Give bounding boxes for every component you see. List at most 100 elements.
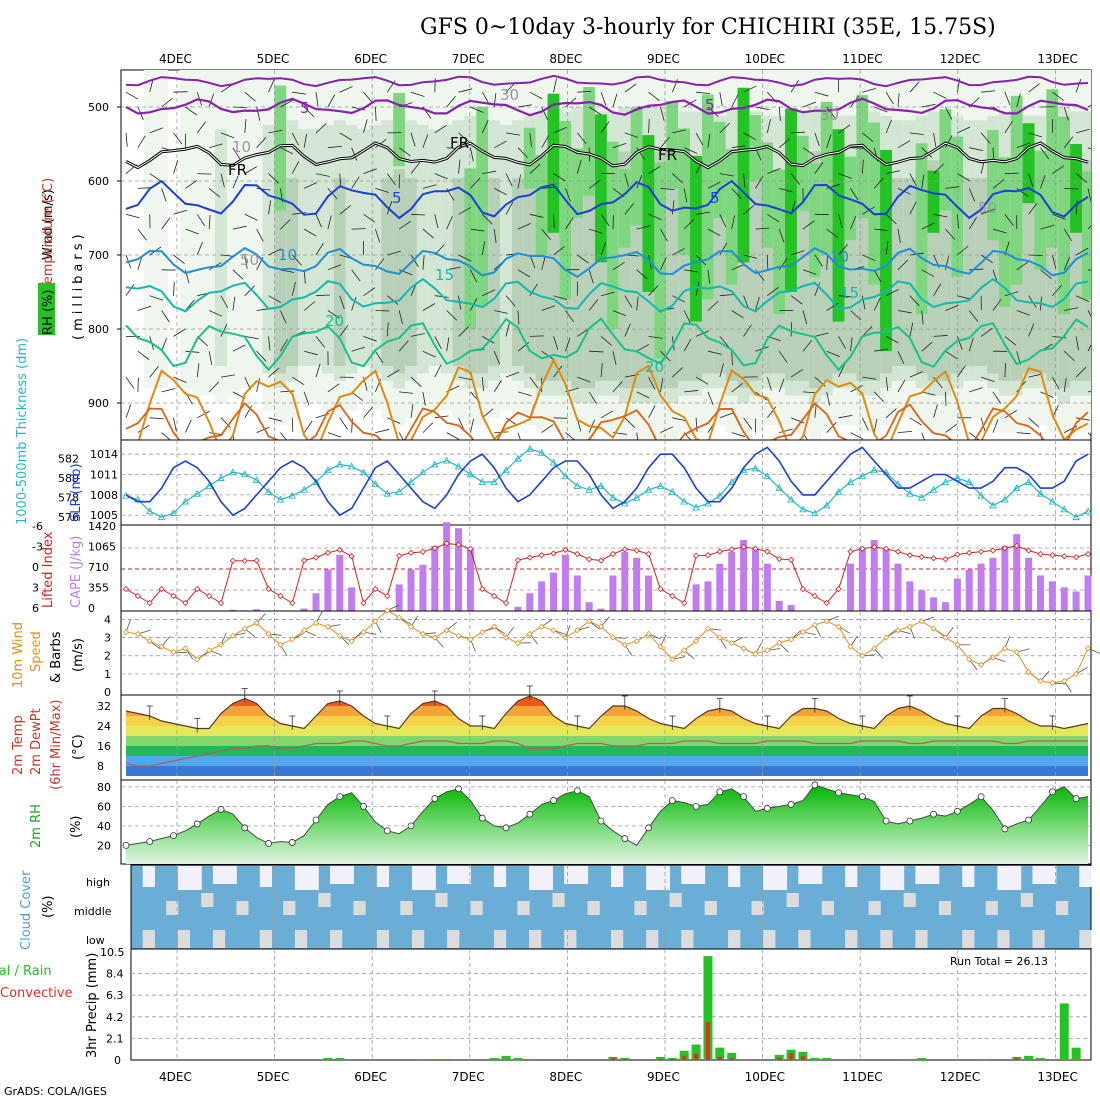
- upper-wind-barb: [208, 188, 221, 198]
- upper-wind-barb: [375, 188, 389, 193]
- upper-wind-barb: [375, 258, 385, 271]
- thickness-point: [312, 478, 320, 485]
- lifted-index-point: [657, 585, 664, 593]
- precip-conv-bar: [610, 1057, 615, 1060]
- cloud-mid-cell: [634, 901, 647, 915]
- upper-wind-barb: [838, 295, 853, 298]
- wind10-point: [550, 627, 557, 634]
- upper-wind-barb: [196, 214, 206, 227]
- upper-wind-barb: [411, 213, 426, 216]
- rh2m-point: [882, 817, 890, 825]
- upper-wind-barb: [636, 147, 645, 160]
- lifted-index-point: [289, 599, 296, 607]
- lifted-index-point: [811, 592, 818, 600]
- cloud-high-cell: [681, 866, 694, 884]
- wind10-point: [930, 625, 937, 632]
- rh2m-point: [930, 810, 938, 818]
- pressure-axis-label-group: (millibars): [71, 230, 86, 340]
- upper-wind-barb: [612, 310, 627, 317]
- lifted-index-point: [788, 556, 795, 563]
- upper-wind-barb: [387, 417, 401, 424]
- upper-wind-barb: [909, 132, 924, 136]
- upper-wind-barb: [885, 119, 892, 134]
- wind10-point: [360, 629, 367, 636]
- cloud-high-cell: [423, 866, 436, 890]
- contour-label: 5: [392, 189, 402, 207]
- upper-wind-barb: [1075, 173, 1088, 183]
- upper-wind-barb: [969, 268, 984, 271]
- upper-wind-barb: [149, 127, 163, 134]
- cape-bar: [941, 602, 949, 611]
- upper-wind-barb: [161, 432, 171, 440]
- upper-wind-barb: [766, 376, 772, 391]
- upper-wind-barb: [696, 211, 710, 215]
- wind10-point: [894, 627, 902, 634]
- cloud-high-cell: [1044, 866, 1057, 884]
- wind10-point: [206, 647, 213, 654]
- lifted-index-point: [942, 556, 949, 563]
- upper-wind-barb: [256, 228, 264, 242]
- rh-cell: [298, 129, 311, 366]
- upper-wind-barb: [327, 94, 336, 108]
- upper-wind-barb: [375, 429, 390, 433]
- upper-wind-barb: [814, 162, 824, 174]
- wind10-point: [301, 627, 308, 634]
- lifted-index-point: [716, 548, 723, 555]
- cloud-mid-cell: [868, 901, 881, 915]
- cloud-mid-cell: [938, 901, 952, 915]
- cloud-low-cell: [376, 930, 390, 948]
- wind10-point: [514, 639, 521, 647]
- upper-wind-barb: [909, 201, 917, 215]
- rh-wet-cell: [761, 142, 774, 248]
- upper-wind-barb: [648, 213, 662, 221]
- lifted-index-point: [265, 585, 272, 593]
- upper-wind-barb: [814, 403, 817, 418]
- upper-wind-barb: [161, 310, 170, 323]
- upper-wind-barb: [885, 91, 894, 105]
- precip-conv-bar: [729, 1057, 734, 1060]
- cloud-level-label: high: [86, 876, 110, 889]
- wind10-frame: [120, 610, 1092, 696]
- thickness-point: [894, 480, 902, 487]
- cape-bar: [1048, 581, 1056, 611]
- upper-wind-barb: [161, 188, 167, 202]
- rh2m-point: [241, 824, 249, 832]
- rh-cell: [321, 124, 335, 374]
- cape-axis-label: CAPE (J/kg): [69, 536, 84, 608]
- wind10-point: [918, 618, 925, 625]
- upper-wind-barb: [196, 121, 207, 134]
- upper-wind-barb: [1016, 310, 1031, 316]
- upper-wind-barb: [268, 367, 280, 378]
- lifted-index-point: [728, 546, 735, 553]
- contour-label: 50: [978, 199, 997, 217]
- upper-wind-barb: [1063, 106, 1069, 121]
- precip-total-bar: [335, 1057, 345, 1060]
- precip-total-bar: [1071, 1047, 1081, 1060]
- upper-wind-barb: [612, 351, 617, 365]
- upper-wind-barb: [386, 322, 389, 337]
- rh-cell: [393, 169, 406, 374]
- cloud-low-cell: [564, 930, 577, 948]
- rh2m-point: [336, 793, 344, 801]
- upper-wind-barb: [470, 147, 474, 162]
- rh2m-point: [953, 807, 961, 815]
- cloud-high-cell: [177, 866, 191, 890]
- cape-bar: [763, 563, 771, 611]
- upper-wind-barb: [957, 126, 971, 134]
- upper-wind-barb: [1028, 323, 1035, 337]
- upper-wind-barb: [291, 281, 296, 296]
- precip-total-bar: [976, 1058, 986, 1060]
- upper-wind-barb: [553, 127, 567, 134]
- upper-wind-barb: [375, 228, 381, 243]
- thickness-point: [526, 444, 534, 452]
- thickness-point: [906, 489, 914, 497]
- cloud-low-cell: [529, 930, 542, 948]
- upper-wind-barb: [481, 91, 490, 105]
- upper-wind-barb: [137, 228, 147, 241]
- upper-wind-barb: [268, 295, 281, 303]
- contour-label: 20: [325, 312, 344, 330]
- thickness-point: [336, 460, 344, 468]
- upper-wind-barb: [577, 376, 591, 383]
- cloud-high-cell: [564, 866, 577, 884]
- cloud-low-cell: [294, 930, 308, 948]
